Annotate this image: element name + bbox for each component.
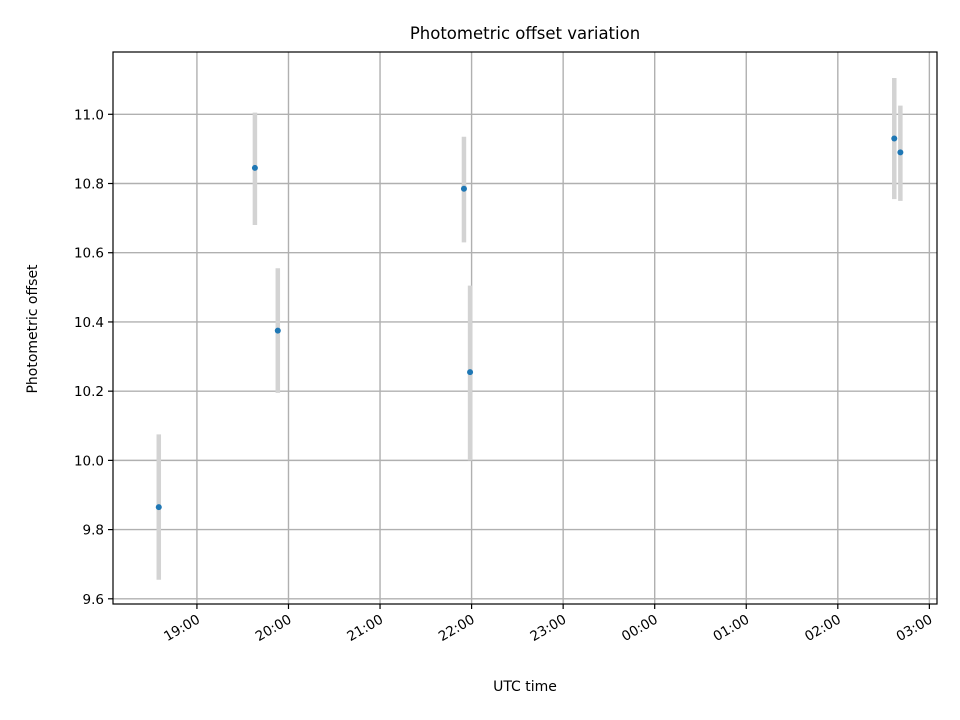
y-tick-label: 9.6 xyxy=(83,592,104,608)
chart-title: Photometric offset variation xyxy=(410,24,640,43)
data-point xyxy=(897,149,904,156)
data-point xyxy=(251,164,258,171)
data-point xyxy=(460,185,467,192)
y-axis-ticks: 9.6 9.8 10.0 10.2 10.4 10.6 10.8 11.0 xyxy=(74,107,113,608)
y-axis-label: Photometric offset xyxy=(25,264,41,394)
plot-frame xyxy=(112,51,938,605)
y-tick-label: 10.8 xyxy=(74,177,104,193)
y-tick-label: 10.2 xyxy=(74,384,104,400)
data-point xyxy=(274,327,281,334)
data-points xyxy=(155,135,904,511)
y-tick-label: 11.0 xyxy=(74,107,104,123)
y-tick-label: 10.6 xyxy=(74,246,104,262)
data-point xyxy=(467,369,474,376)
grid xyxy=(113,52,937,604)
data-point xyxy=(891,135,898,142)
x-axis-label: UTC time xyxy=(493,679,557,695)
y-tick-label: 9.8 xyxy=(83,523,104,539)
data-point xyxy=(155,504,162,511)
y-tick-label: 10.0 xyxy=(74,453,104,469)
y-tick-label: 10.4 xyxy=(74,315,104,331)
